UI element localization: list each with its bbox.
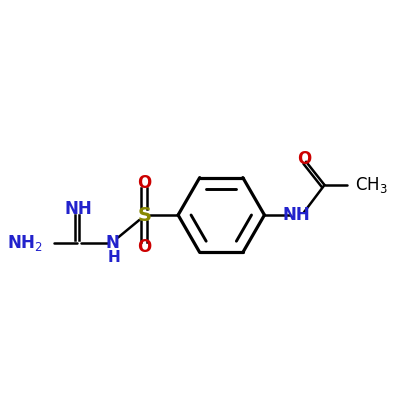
Text: S: S — [137, 206, 151, 224]
Text: O: O — [137, 174, 152, 192]
Text: O: O — [297, 150, 311, 168]
Text: NH: NH — [282, 206, 310, 224]
Text: H: H — [108, 250, 121, 265]
Text: NH: NH — [65, 200, 92, 218]
Text: NH$_2$: NH$_2$ — [7, 233, 43, 253]
Text: N: N — [106, 234, 119, 252]
Text: O: O — [137, 238, 152, 256]
Text: CH$_3$: CH$_3$ — [355, 175, 388, 195]
